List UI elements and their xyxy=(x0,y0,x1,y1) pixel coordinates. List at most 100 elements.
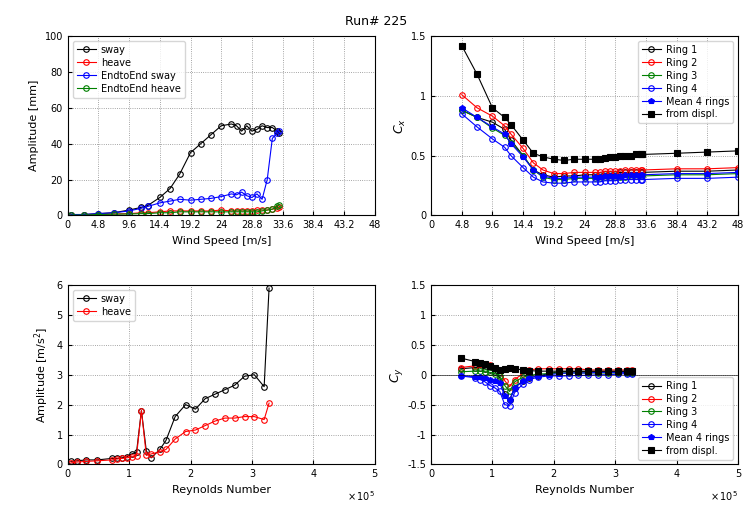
EndtoEnd heave xyxy=(232,209,241,215)
from displ. xyxy=(616,153,625,159)
sway xyxy=(201,396,210,402)
Ring 1 xyxy=(457,107,466,114)
Line: Ring 1: Ring 1 xyxy=(458,365,636,402)
EndtoEnd sway xyxy=(268,135,277,141)
Ring 1 xyxy=(559,173,569,179)
Ring 4 xyxy=(613,371,622,377)
Ring 4 xyxy=(626,176,635,183)
heave xyxy=(66,212,75,218)
Ring 3 xyxy=(626,173,635,179)
heave xyxy=(79,212,88,218)
Mean 4 rings xyxy=(457,105,466,111)
Ring 2 xyxy=(510,377,519,383)
Ring 3 xyxy=(510,379,519,385)
Ring 3 xyxy=(538,174,547,180)
Mean 4 rings xyxy=(605,173,614,179)
sway xyxy=(108,455,117,461)
Ring 2 xyxy=(488,113,497,119)
sway xyxy=(230,382,239,389)
Ring 3 xyxy=(486,369,495,376)
Line: Mean 4 rings: Mean 4 rings xyxy=(458,369,636,402)
Ring 1 xyxy=(600,170,609,176)
EndtoEnd heave xyxy=(242,209,252,215)
Ring 3 xyxy=(507,139,516,146)
EndtoEnd heave xyxy=(197,209,206,215)
Line: EndtoEnd sway: EndtoEnd sway xyxy=(69,128,282,217)
Line: Ring 3: Ring 3 xyxy=(459,107,741,182)
Ring 1 xyxy=(488,119,497,125)
heave xyxy=(109,211,118,217)
sway xyxy=(122,454,131,460)
Ring 4 xyxy=(574,372,583,378)
from displ. xyxy=(544,368,553,374)
Ring 3 xyxy=(495,373,505,379)
EndtoEnd heave xyxy=(109,211,118,217)
Mean 4 rings xyxy=(613,369,622,376)
Ring 2 xyxy=(534,366,543,372)
Mean 4 rings xyxy=(473,115,482,121)
Mean 4 rings xyxy=(580,174,589,180)
sway xyxy=(132,449,141,456)
sway xyxy=(161,438,170,444)
heave xyxy=(143,209,152,216)
heave xyxy=(124,211,134,217)
Ring 4 xyxy=(500,144,509,150)
Ring 3 xyxy=(616,174,625,180)
Ring 4 xyxy=(672,175,681,182)
EndtoEnd sway xyxy=(66,212,75,218)
Mean 4 rings xyxy=(616,173,625,179)
Ring 1 xyxy=(500,126,509,133)
Mean 4 rings xyxy=(471,374,480,380)
Ring 4 xyxy=(603,372,612,378)
heave xyxy=(142,453,151,459)
Ring 4 xyxy=(473,124,482,130)
EndtoEnd sway xyxy=(273,130,282,136)
Ring 3 xyxy=(564,370,573,376)
Mean 4 rings xyxy=(600,173,609,179)
Text: $\times\,10^5$: $\times\,10^5$ xyxy=(710,490,738,503)
sway xyxy=(117,455,127,461)
Mean 4 rings xyxy=(525,375,534,381)
Ring 2 xyxy=(570,169,579,175)
Ring 4 xyxy=(507,153,516,159)
from displ. xyxy=(486,363,495,369)
from displ. xyxy=(549,156,558,163)
sway xyxy=(197,141,206,147)
Mean 4 rings xyxy=(590,174,599,180)
Ring 2 xyxy=(733,165,742,171)
Ring 2 xyxy=(554,366,563,372)
Ring 3 xyxy=(672,172,681,178)
sway xyxy=(94,211,103,217)
Ring 4 xyxy=(703,175,712,182)
Ring 2 xyxy=(564,366,573,372)
Ring 1 xyxy=(733,167,742,173)
Mean 4 rings xyxy=(510,385,519,391)
EndtoEnd sway xyxy=(155,200,164,206)
EndtoEnd heave xyxy=(217,209,226,215)
Ring 2 xyxy=(544,366,553,372)
sway xyxy=(109,209,118,216)
Ring 1 xyxy=(628,368,637,375)
Line: Ring 2: Ring 2 xyxy=(458,361,636,390)
Ring 4 xyxy=(480,379,489,385)
heave xyxy=(137,209,146,216)
Ring 1 xyxy=(519,153,528,159)
Ring 2 xyxy=(490,364,499,370)
Ring 1 xyxy=(613,368,622,375)
Ring 2 xyxy=(621,167,630,173)
Ring 3 xyxy=(488,125,497,131)
sway xyxy=(237,128,246,134)
EndtoEnd sway xyxy=(263,176,272,183)
Mean 4 rings xyxy=(611,173,620,179)
EndtoEnd sway xyxy=(252,191,261,197)
Ring 3 xyxy=(623,370,632,376)
Legend: Ring 1, Ring 2, Ring 3, Ring 4, Mean 4 rings, from displ.: Ring 1, Ring 2, Ring 3, Ring 4, Mean 4 r… xyxy=(638,41,733,123)
sway xyxy=(217,123,226,129)
from displ. xyxy=(525,367,534,374)
Ring 4 xyxy=(456,373,465,379)
Mean 4 rings xyxy=(638,172,647,178)
heave xyxy=(81,458,90,464)
Ring 2 xyxy=(580,169,589,175)
EndtoEnd sway xyxy=(143,203,152,209)
heave xyxy=(197,208,206,214)
